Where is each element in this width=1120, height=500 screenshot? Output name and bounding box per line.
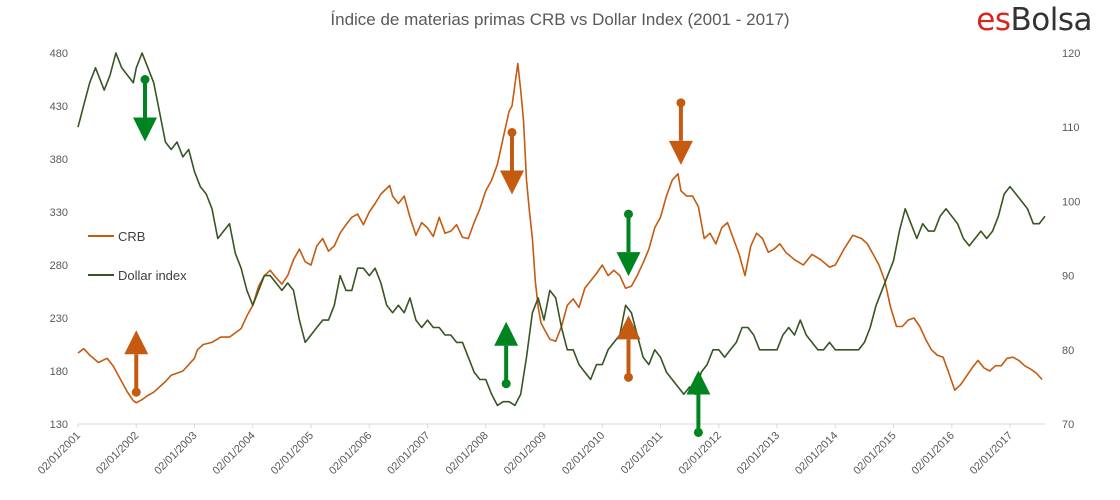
chart-title: Índice de materias primas CRB vs Dollar … [330, 10, 790, 29]
y-right-tick-label: 120 [1062, 48, 1080, 60]
arrow-down-icon [616, 252, 641, 277]
arrow-down-icon [499, 170, 524, 195]
legend: CRB Dollar index [88, 229, 187, 283]
x-tick-label: 02/01/2013 [735, 430, 782, 477]
x-tick-label: 02/01/2016 [909, 430, 956, 477]
arrow-up-icon [686, 370, 711, 395]
x-tick-label: 02/01/2014 [793, 430, 840, 477]
x-tick-label: 02/01/2017 [968, 430, 1015, 477]
arrow-up-icon [616, 315, 641, 340]
x-tick-label: 02/01/2015 [851, 430, 898, 477]
arrow-down-icon [132, 117, 157, 142]
brand-logo-name: Bolsa [1010, 2, 1093, 38]
x-tick-label: 02/01/2011 [619, 430, 666, 477]
y-right-tick-label: 70 [1062, 419, 1074, 431]
x-tick-label: 02/01/2006 [327, 430, 374, 477]
y-right-tick-label: 110 [1062, 122, 1080, 134]
y-right-tick-label: 80 [1062, 345, 1074, 357]
series-layer [77, 52, 1046, 407]
y-left-tick-label: 280 [50, 260, 68, 272]
x-tick-label: 02/01/2009 [502, 430, 549, 477]
y-left-tick-label: 230 [50, 313, 68, 325]
x-axis: 02/01/2001 02/01/2002 02/01/2003 02/01/2004… [36, 424, 1015, 477]
x-tick-label: 02/01/2003 [152, 430, 199, 477]
x-tick-label: 02/01/2007 [385, 430, 432, 477]
arrow-up-icon [124, 330, 149, 355]
x-tick-label: 02/01/2001 [36, 430, 83, 477]
arrow-up-icon [494, 321, 519, 346]
y-left-tick-label: 480 [50, 48, 68, 60]
y-axis-left: 130 180 230 280 330 380 430 480 [50, 48, 68, 431]
annotation-arrows [124, 75, 711, 437]
brand-logo[interactable]: esBolsa [976, 2, 1092, 38]
legend-label-crb: CRB [118, 229, 145, 244]
y-left-tick-label: 380 [50, 154, 68, 166]
x-tick-label: 02/01/2012 [676, 430, 723, 477]
x-tick-label: 02/01/2008 [443, 430, 490, 477]
x-tick-label: 02/01/2005 [269, 430, 316, 477]
series-line-dollar-index [77, 52, 1046, 407]
legend-label-dollar: Dollar index [118, 268, 187, 283]
y-right-tick-label: 90 [1062, 271, 1074, 283]
x-tick-label: 02/01/2002 [94, 430, 141, 477]
arrow-down-icon [668, 140, 693, 165]
y-right-tick-label: 100 [1062, 196, 1080, 208]
y-axis-right: 70 80 90 100 110 120 [1062, 48, 1080, 431]
x-tick-label: 02/01/2010 [560, 430, 607, 477]
y-left-tick-label: 430 [50, 101, 68, 113]
x-tick-label: 02/01/2004 [210, 430, 257, 477]
y-left-tick-label: 330 [50, 207, 68, 219]
brand-logo-prefix: es [976, 2, 1011, 38]
y-left-tick-label: 130 [50, 419, 68, 431]
y-left-tick-label: 180 [50, 366, 68, 378]
